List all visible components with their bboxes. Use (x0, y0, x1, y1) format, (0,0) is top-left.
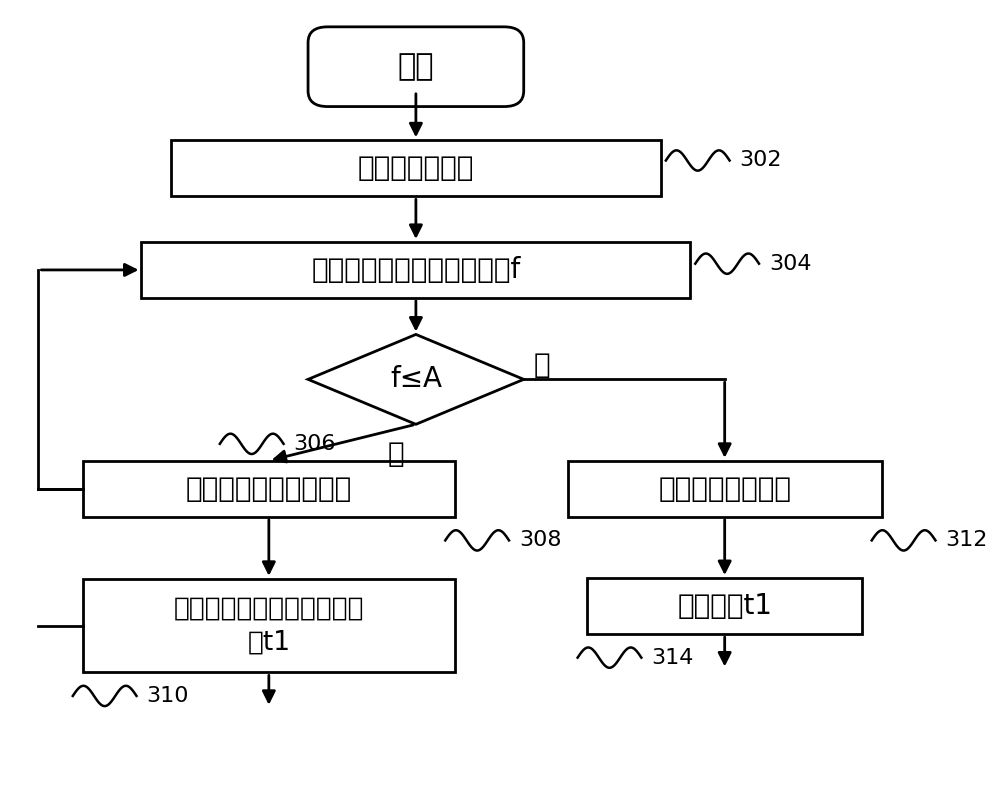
Bar (587, 578, 862, 634)
Text: 否: 否 (534, 352, 550, 379)
Text: 314: 314 (651, 648, 694, 668)
Bar (83, 579, 455, 672)
Text: 以低频稳定运行模式工作时
间t1: 以低频稳定运行模式工作时 间t1 (174, 596, 364, 656)
FancyBboxPatch shape (308, 27, 524, 107)
Text: 经过时间t1: 经过时间t1 (677, 592, 772, 620)
Text: 302: 302 (739, 151, 782, 171)
Text: 是: 是 (388, 440, 405, 468)
Text: 308: 308 (519, 530, 561, 551)
Text: 312: 312 (945, 530, 988, 551)
Text: 开始: 开始 (398, 52, 434, 81)
Text: 进入低频稳定运行模式: 进入低频稳定运行模式 (186, 475, 352, 502)
Text: 304: 304 (769, 254, 811, 273)
Bar (568, 461, 882, 517)
Text: 进入正常运行模式: 进入正常运行模式 (658, 475, 791, 502)
Bar (171, 140, 661, 197)
Polygon shape (308, 334, 524, 424)
Bar (141, 242, 690, 298)
Bar (83, 461, 455, 517)
Text: 变频空调器开机: 变频空调器开机 (358, 154, 474, 182)
Text: 310: 310 (146, 686, 189, 706)
Text: 实时检测压缩机的运行频率f: 实时检测压缩机的运行频率f (311, 256, 521, 284)
Text: 306: 306 (293, 434, 336, 453)
Text: f≤A: f≤A (390, 365, 442, 393)
